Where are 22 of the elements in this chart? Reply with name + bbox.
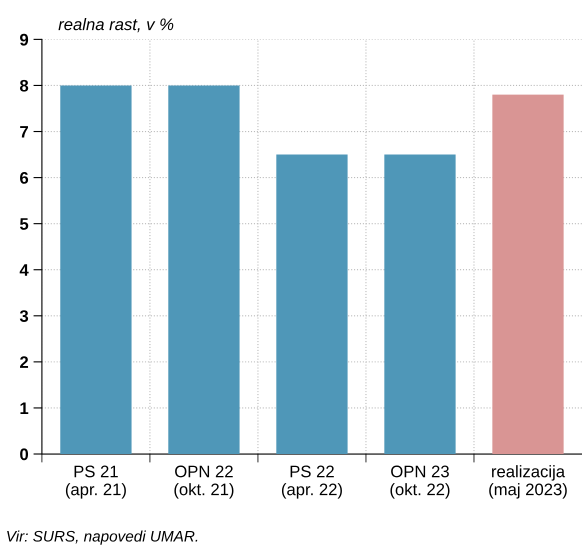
x-tick-label: PS 22 (apr. 22) [282,466,342,499]
y-tick-label: 8 [20,80,28,92]
x-tick-label: realizacija (maj 2023) [489,465,567,499]
y-tick-label: 3 [20,310,28,322]
chart-subtitle: realna rast, v % [58,18,174,32]
bar [168,85,240,454]
y-tick-label: 4 [20,264,29,276]
y-tick-label: 5 [20,218,28,230]
bar [492,94,564,454]
bar [60,85,132,454]
text: Vir: SURS, napovedi UMAR. [7,530,198,545]
y-tick-label: 9 [20,34,28,46]
y-tick-label: 2 [20,356,28,368]
y-tick-label: 0 [20,448,28,460]
y-tick-label: 1 [20,402,28,414]
y-tick-label: 7 [20,126,28,138]
bar [276,154,348,454]
y-tick-label: 6 [20,172,28,184]
x-tick-label: OPN 23 (okt. 22) [390,466,450,499]
bar [384,154,456,454]
x-tick-label: PS 21 (apr. 21) [66,466,126,499]
x-tick-label: OPN 22 (okt. 21) [174,466,234,499]
